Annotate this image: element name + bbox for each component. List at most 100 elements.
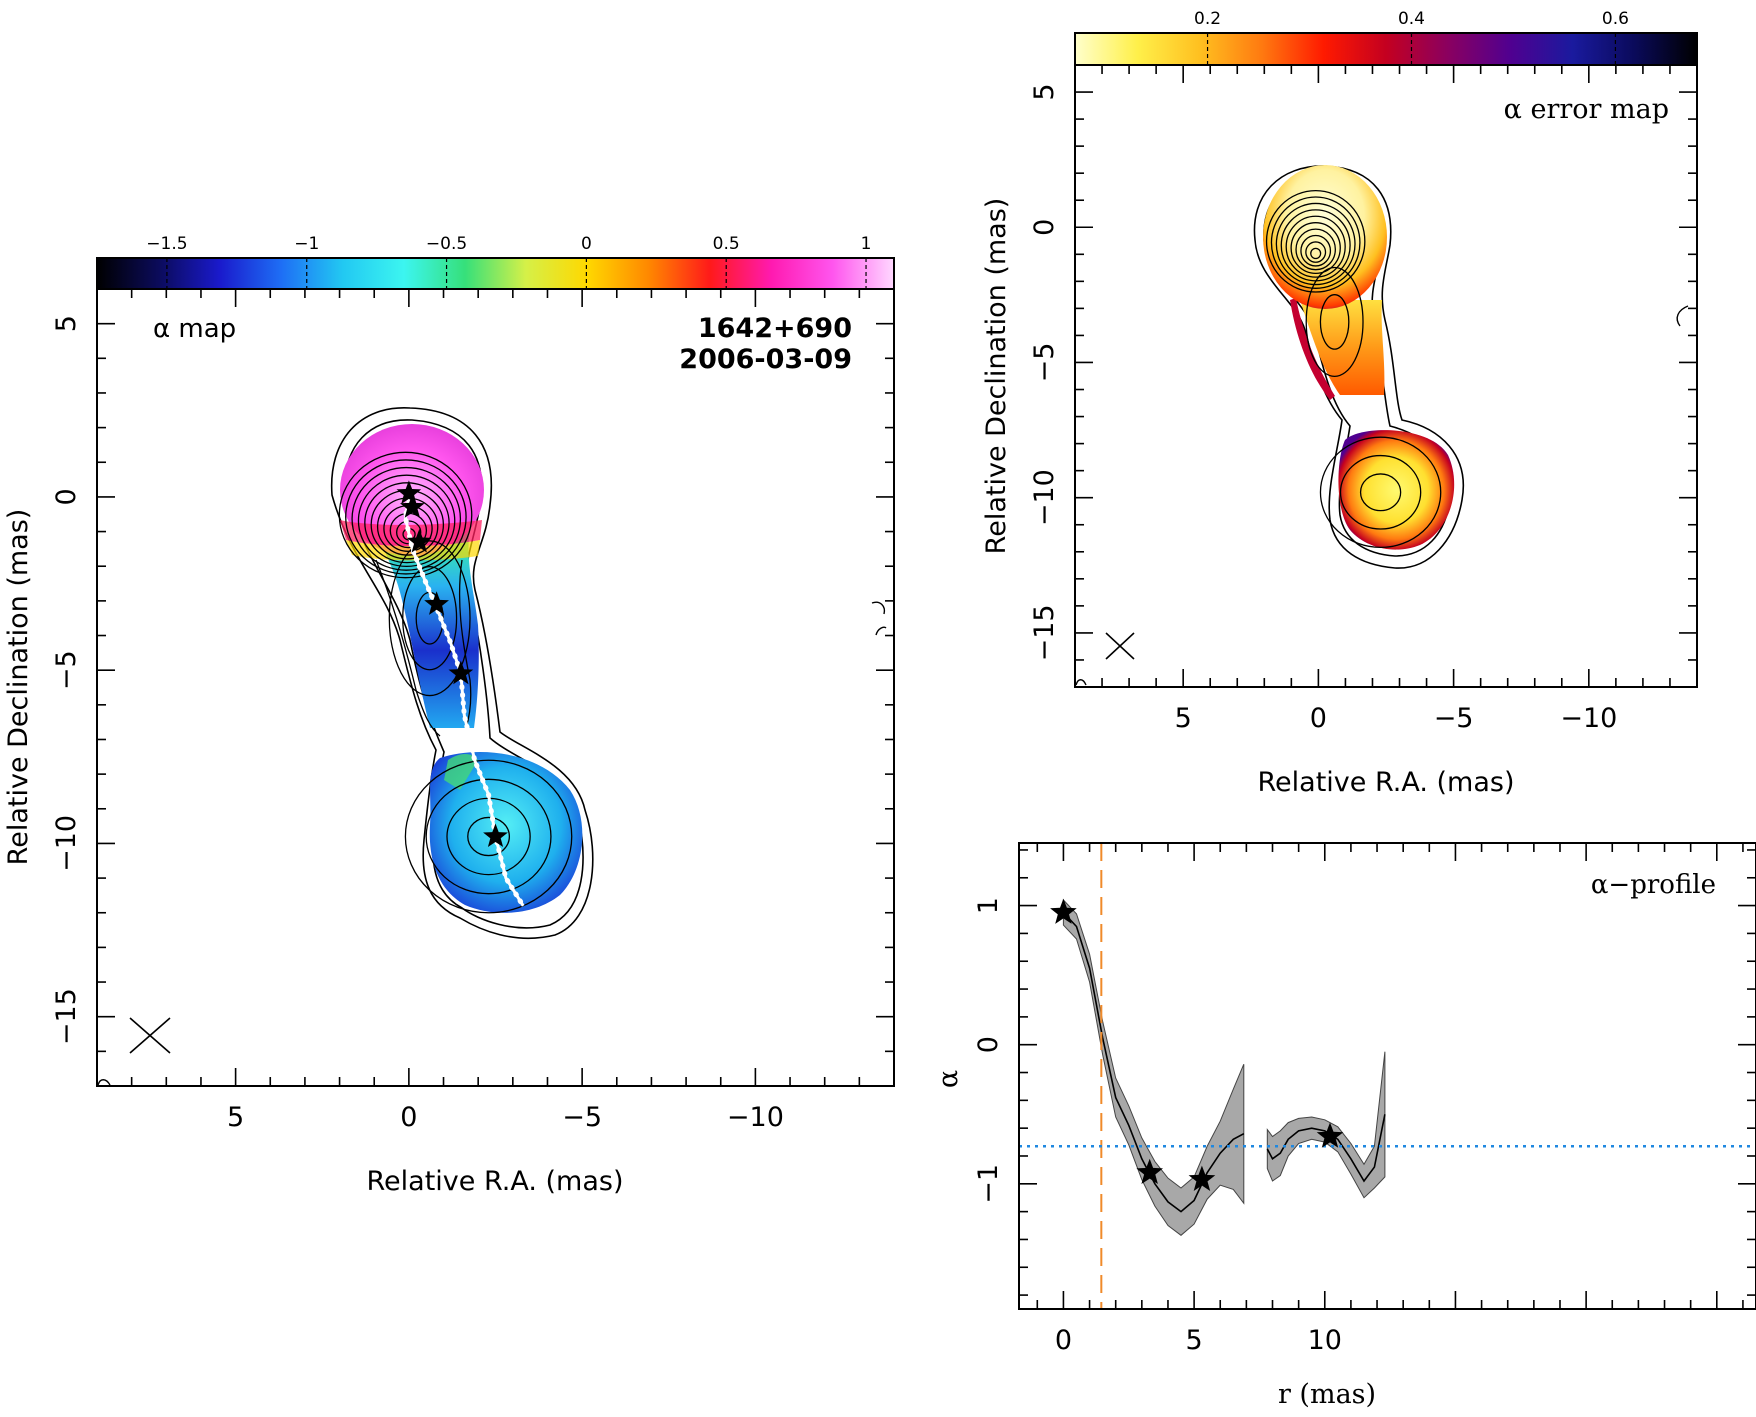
alpha-contour [396, 520, 422, 545]
error-colorbar-ticks: 0.2 0.4 0.6 [1194, 9, 1629, 65]
alpha-map-frame [96, 288, 895, 1087]
error-map-ytick-label: 0 [1029, 219, 1060, 236]
alpha-map-ytick-label: 0 [51, 488, 82, 505]
alpha-contour [402, 565, 458, 671]
profile-ytick-label: 1 [973, 897, 1004, 914]
profile-star [1136, 1158, 1163, 1184]
error-map-xtick-label: −10 [1560, 703, 1617, 734]
alpha-colorbar-ticks: −1.5 −1 −0.5 0 0.5 1 [146, 234, 871, 289]
alpha-profile-title: α−profile [1591, 870, 1716, 900]
error-edge-fragment [1676, 305, 1689, 327]
error-map-xtick-label: 0 [1310, 703, 1327, 734]
alpha-profile-frame [1018, 842, 1756, 1310]
profile-error-band [1062, 898, 1245, 1236]
profile-xtick-label: 0 [1055, 1325, 1072, 1356]
error-contour [1319, 294, 1350, 350]
error-contour [1290, 222, 1341, 275]
error-map-axes: 5 0 −5 −10 5 0 −5 −10 −15 [1029, 64, 1698, 734]
alpha-map-axes: 5 0 −5 −10 5 0 −5 −10 −15 [51, 288, 895, 1133]
profile-xtick-label: 5 [1186, 1325, 1203, 1356]
error-contour [1310, 247, 1322, 260]
error-colorbar-tick-label: 0.6 [1602, 9, 1629, 29]
component-star [400, 494, 425, 518]
alpha-image [97, 407, 887, 1086]
alpha-outer-contour [330, 407, 594, 939]
error-map-xtick-label: −5 [1434, 703, 1474, 734]
alpha-contour [364, 482, 450, 564]
profile-error-band [1266, 1051, 1386, 1199]
alpha-map-xtick-label: 5 [227, 1102, 244, 1133]
error-map-ytick-label: 5 [1029, 83, 1060, 100]
alpha-contour [375, 559, 441, 737]
error-lobe-fill [1338, 430, 1455, 550]
error-contour [1275, 202, 1356, 286]
alpha-map-xtick-label: −10 [727, 1102, 784, 1133]
error-contour [1305, 241, 1327, 263]
profile-series-line [1266, 1114, 1386, 1183]
error-contour [1339, 454, 1422, 530]
error-colorbar-tick-label: 0.2 [1194, 9, 1221, 29]
alpha-map-xtick-label: 0 [400, 1102, 417, 1133]
alpha-contour [345, 459, 467, 575]
error-image [1075, 165, 1689, 686]
alpha-colorbar-tick-label: −1 [294, 234, 319, 254]
error-map-ytick-label: −5 [1029, 343, 1060, 383]
alpha-contour [351, 466, 462, 571]
alpha-contour [388, 540, 471, 697]
alpha-map-ytick-label: −5 [51, 650, 82, 690]
alpha-map-xtick-label: −5 [562, 1102, 602, 1133]
error-contour [1319, 436, 1442, 549]
error-map-ytick-label: −10 [1029, 469, 1060, 526]
error-map-frame [1074, 64, 1698, 688]
error-jet-fill [1300, 300, 1385, 395]
component-star [483, 823, 508, 847]
error-outer-contour [1253, 165, 1465, 569]
alpha-contour [357, 474, 456, 568]
alpha-contour [425, 778, 552, 895]
alpha-beam-icon [129, 1017, 171, 1054]
profile-ytick-label: −1 [973, 1164, 1004, 1204]
alpha-colorbar-tick-label: 1 [861, 234, 872, 254]
error-jet-edge [1290, 298, 1335, 400]
alpha-contour [404, 759, 573, 914]
alpha-contour [338, 451, 473, 579]
alpha-colorbar-ramp [97, 258, 894, 289]
alpha-profile-plot [1019, 843, 1756, 1309]
error-colorbar-ramp [1075, 33, 1697, 65]
error-contour [1285, 215, 1346, 278]
error-map-ytick-label: −15 [1029, 604, 1060, 661]
alpha-map-xlabel: Relative R.A. (mas) [367, 1166, 624, 1197]
component-star [396, 480, 422, 504]
error-map-xtick-label: 5 [1175, 703, 1192, 734]
alpha-map-title: α map [153, 314, 236, 344]
alpha-colorbar-tick-label: −1.5 [146, 234, 187, 254]
error-colorbar: 0.2 0.4 0.6 [1074, 9, 1698, 66]
alpha-map-ylabel: Relative Declination (mas) [3, 509, 34, 866]
profile-star [1316, 1122, 1344, 1148]
error-contour [1305, 266, 1364, 377]
alpha-colorbar: −1.5 −1 −0.5 0 0.5 1 [96, 234, 895, 290]
profile-series-line [1062, 912, 1245, 1213]
alpha-profile-xlabel: r (mas) [1278, 1379, 1376, 1410]
alpha-map-source: 1642+690 [698, 313, 852, 344]
alpha-edge-fragment [871, 601, 886, 615]
alpha-colorbar-tick-label: −0.5 [426, 234, 467, 254]
profile-star [1050, 898, 1077, 924]
error-colorbar-tick-label: 0.4 [1398, 9, 1425, 29]
alpha-profile-ylabel: α [933, 1070, 964, 1088]
error-beam-icon [1105, 632, 1135, 660]
profile-xtick-label: 10 [1308, 1325, 1342, 1356]
alpha-colorbar-tick-label: 0.5 [713, 234, 740, 254]
profile-component-stars [1050, 898, 1344, 1191]
error-map-title: α error map [1504, 94, 1669, 125]
alpha-component-stars [396, 480, 508, 847]
error-contour [1295, 228, 1336, 271]
alpha-contour [467, 816, 511, 857]
alpha-lobe-edge [444, 754, 478, 790]
error-contour [1359, 473, 1402, 512]
profile-error-bands [1062, 898, 1386, 1236]
profile-series-lines [1062, 912, 1386, 1213]
